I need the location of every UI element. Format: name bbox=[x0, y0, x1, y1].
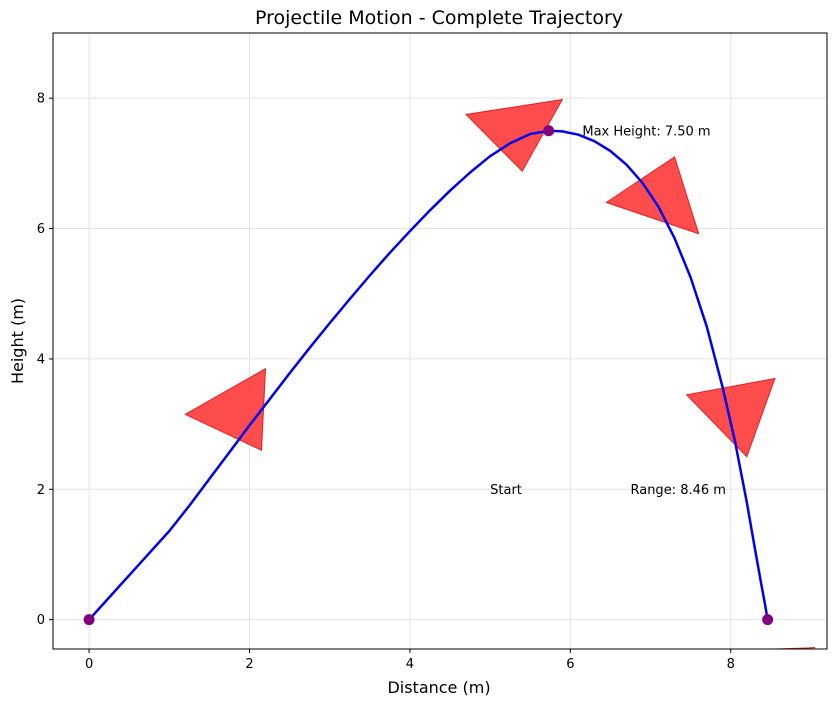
x-tick-label-1: 2 bbox=[245, 657, 253, 672]
x-tick-label-4: 8 bbox=[727, 657, 735, 672]
y-axis-label: Height (m) bbox=[8, 298, 27, 384]
chart-title: Projectile Motion - Complete Trajectory bbox=[255, 7, 623, 29]
velocity-arrow-2 bbox=[605, 156, 700, 235]
key-point-0 bbox=[83, 614, 95, 626]
velocity-arrows bbox=[184, 98, 816, 650]
x-axis-label: Distance (m) bbox=[387, 678, 490, 697]
y-tick-label-2: 4 bbox=[37, 352, 45, 367]
x-axis: 0 2 4 6 8 bbox=[85, 649, 735, 672]
y-tick-label-1: 2 bbox=[37, 483, 45, 498]
annotation-2: Range: 8.46 m bbox=[630, 483, 725, 498]
y-tick-label-4: 8 bbox=[37, 92, 45, 107]
annotation-0: Max Height: 7.50 m bbox=[582, 124, 710, 139]
velocity-arrow-1 bbox=[465, 98, 564, 173]
trajectory-line bbox=[88, 129, 769, 621]
annotation-1: Start bbox=[490, 483, 522, 498]
key-point-2 bbox=[762, 614, 774, 626]
x-tick-label-2: 4 bbox=[406, 657, 414, 672]
key-points bbox=[83, 125, 774, 626]
velocity-arrow-0 bbox=[184, 367, 267, 451]
x-tick-label-3: 6 bbox=[566, 657, 574, 672]
plot-frame bbox=[52, 32, 828, 650]
grid bbox=[53, 33, 827, 649]
y-tick-label-0: 0 bbox=[37, 613, 45, 628]
y-tick-label-3: 6 bbox=[37, 222, 45, 237]
annotations: Max Height: 7.50 m Start Range: 8.46 m bbox=[490, 124, 726, 498]
y-axis: 0 2 4 6 8 bbox=[37, 92, 53, 628]
x-tick-label-0: 0 bbox=[85, 657, 93, 672]
key-point-1 bbox=[543, 125, 555, 137]
